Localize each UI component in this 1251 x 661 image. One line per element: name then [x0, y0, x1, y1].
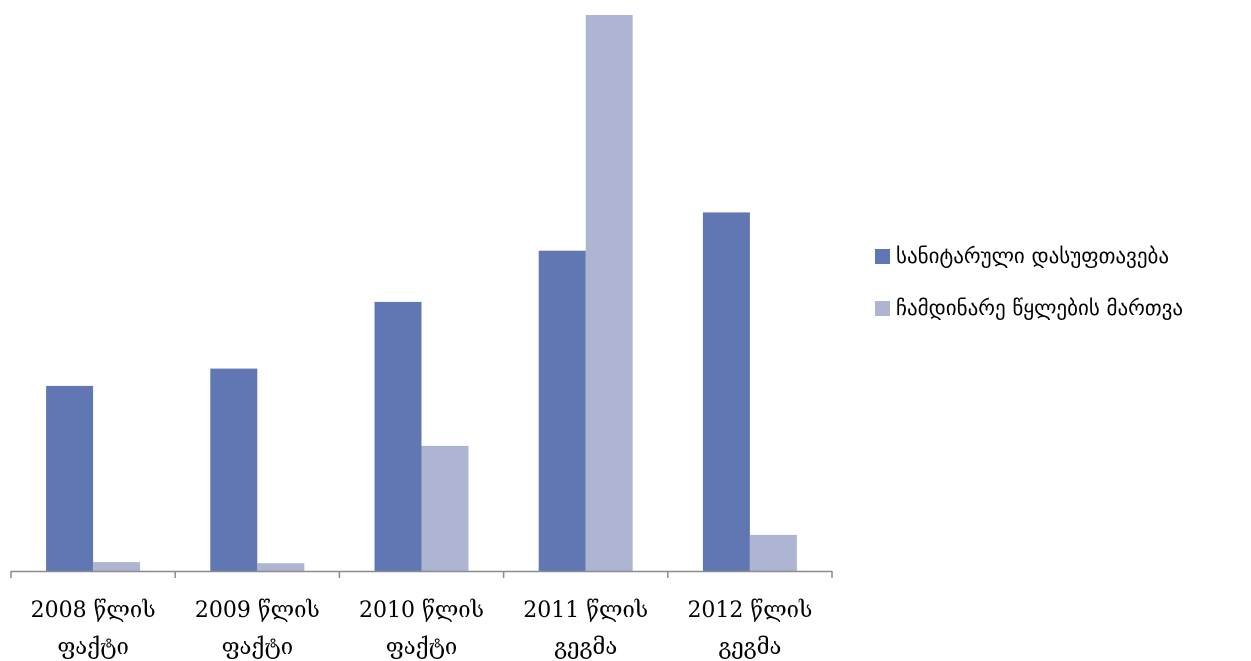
legend-label-sanitation: სანიტარული დასუფთავება — [896, 244, 1170, 268]
bars-group — [46, 15, 797, 571]
category-label-c1-line2: ფაქტი — [57, 635, 128, 660]
bar-s1-c1 — [46, 385, 94, 571]
bar-s1-c5 — [702, 212, 750, 571]
category-label-c2-line1: 2009 წლის — [195, 598, 320, 623]
legend-swatch-wastewater — [875, 300, 890, 316]
category-label-c5-line1: 2012 წლის — [687, 598, 812, 623]
bar-s1-c4 — [538, 250, 586, 571]
bar-s2-c2 — [257, 563, 305, 571]
category-labels: 2008 წლის ფაქტი 2009 წლის ფაქტი 2010 წლის ფაქ… — [31, 598, 813, 660]
bar-s2-c1 — [93, 562, 141, 571]
bar-s2-c5 — [749, 534, 797, 571]
category-label-c5-line2: გეგმა — [718, 635, 781, 660]
legend: სანიტარული დასუფთავება ჩამდინარე წყლების… — [875, 244, 1183, 348]
bar-s1-c2 — [210, 368, 258, 571]
legend-item-wastewater: ჩამდინარე წყლების მართვა — [875, 296, 1183, 320]
legend-label-wastewater: ჩამდინარე წყლების მართვა — [896, 296, 1184, 320]
bar-s1-c3 — [374, 301, 422, 571]
category-label-c1-line1: 2008 წლის — [31, 598, 156, 623]
category-label-c4-line2: გეგმა — [554, 635, 617, 660]
category-label-c3-line2: ფაქტი — [386, 635, 457, 660]
category-label-c4-line1: 2011 წლის — [523, 598, 648, 623]
legend-swatch-sanitation — [875, 248, 890, 264]
bar-s2-c4 — [585, 15, 633, 571]
x-axis — [10, 570, 833, 578]
category-label-c3-line1: 2010 წლის — [359, 598, 484, 623]
category-label-c2-line2: ფაქტი — [222, 635, 293, 660]
legend-item-sanitation: სანიტარული დასუფთავება — [875, 244, 1183, 268]
bar-s2-c3 — [421, 445, 469, 571]
